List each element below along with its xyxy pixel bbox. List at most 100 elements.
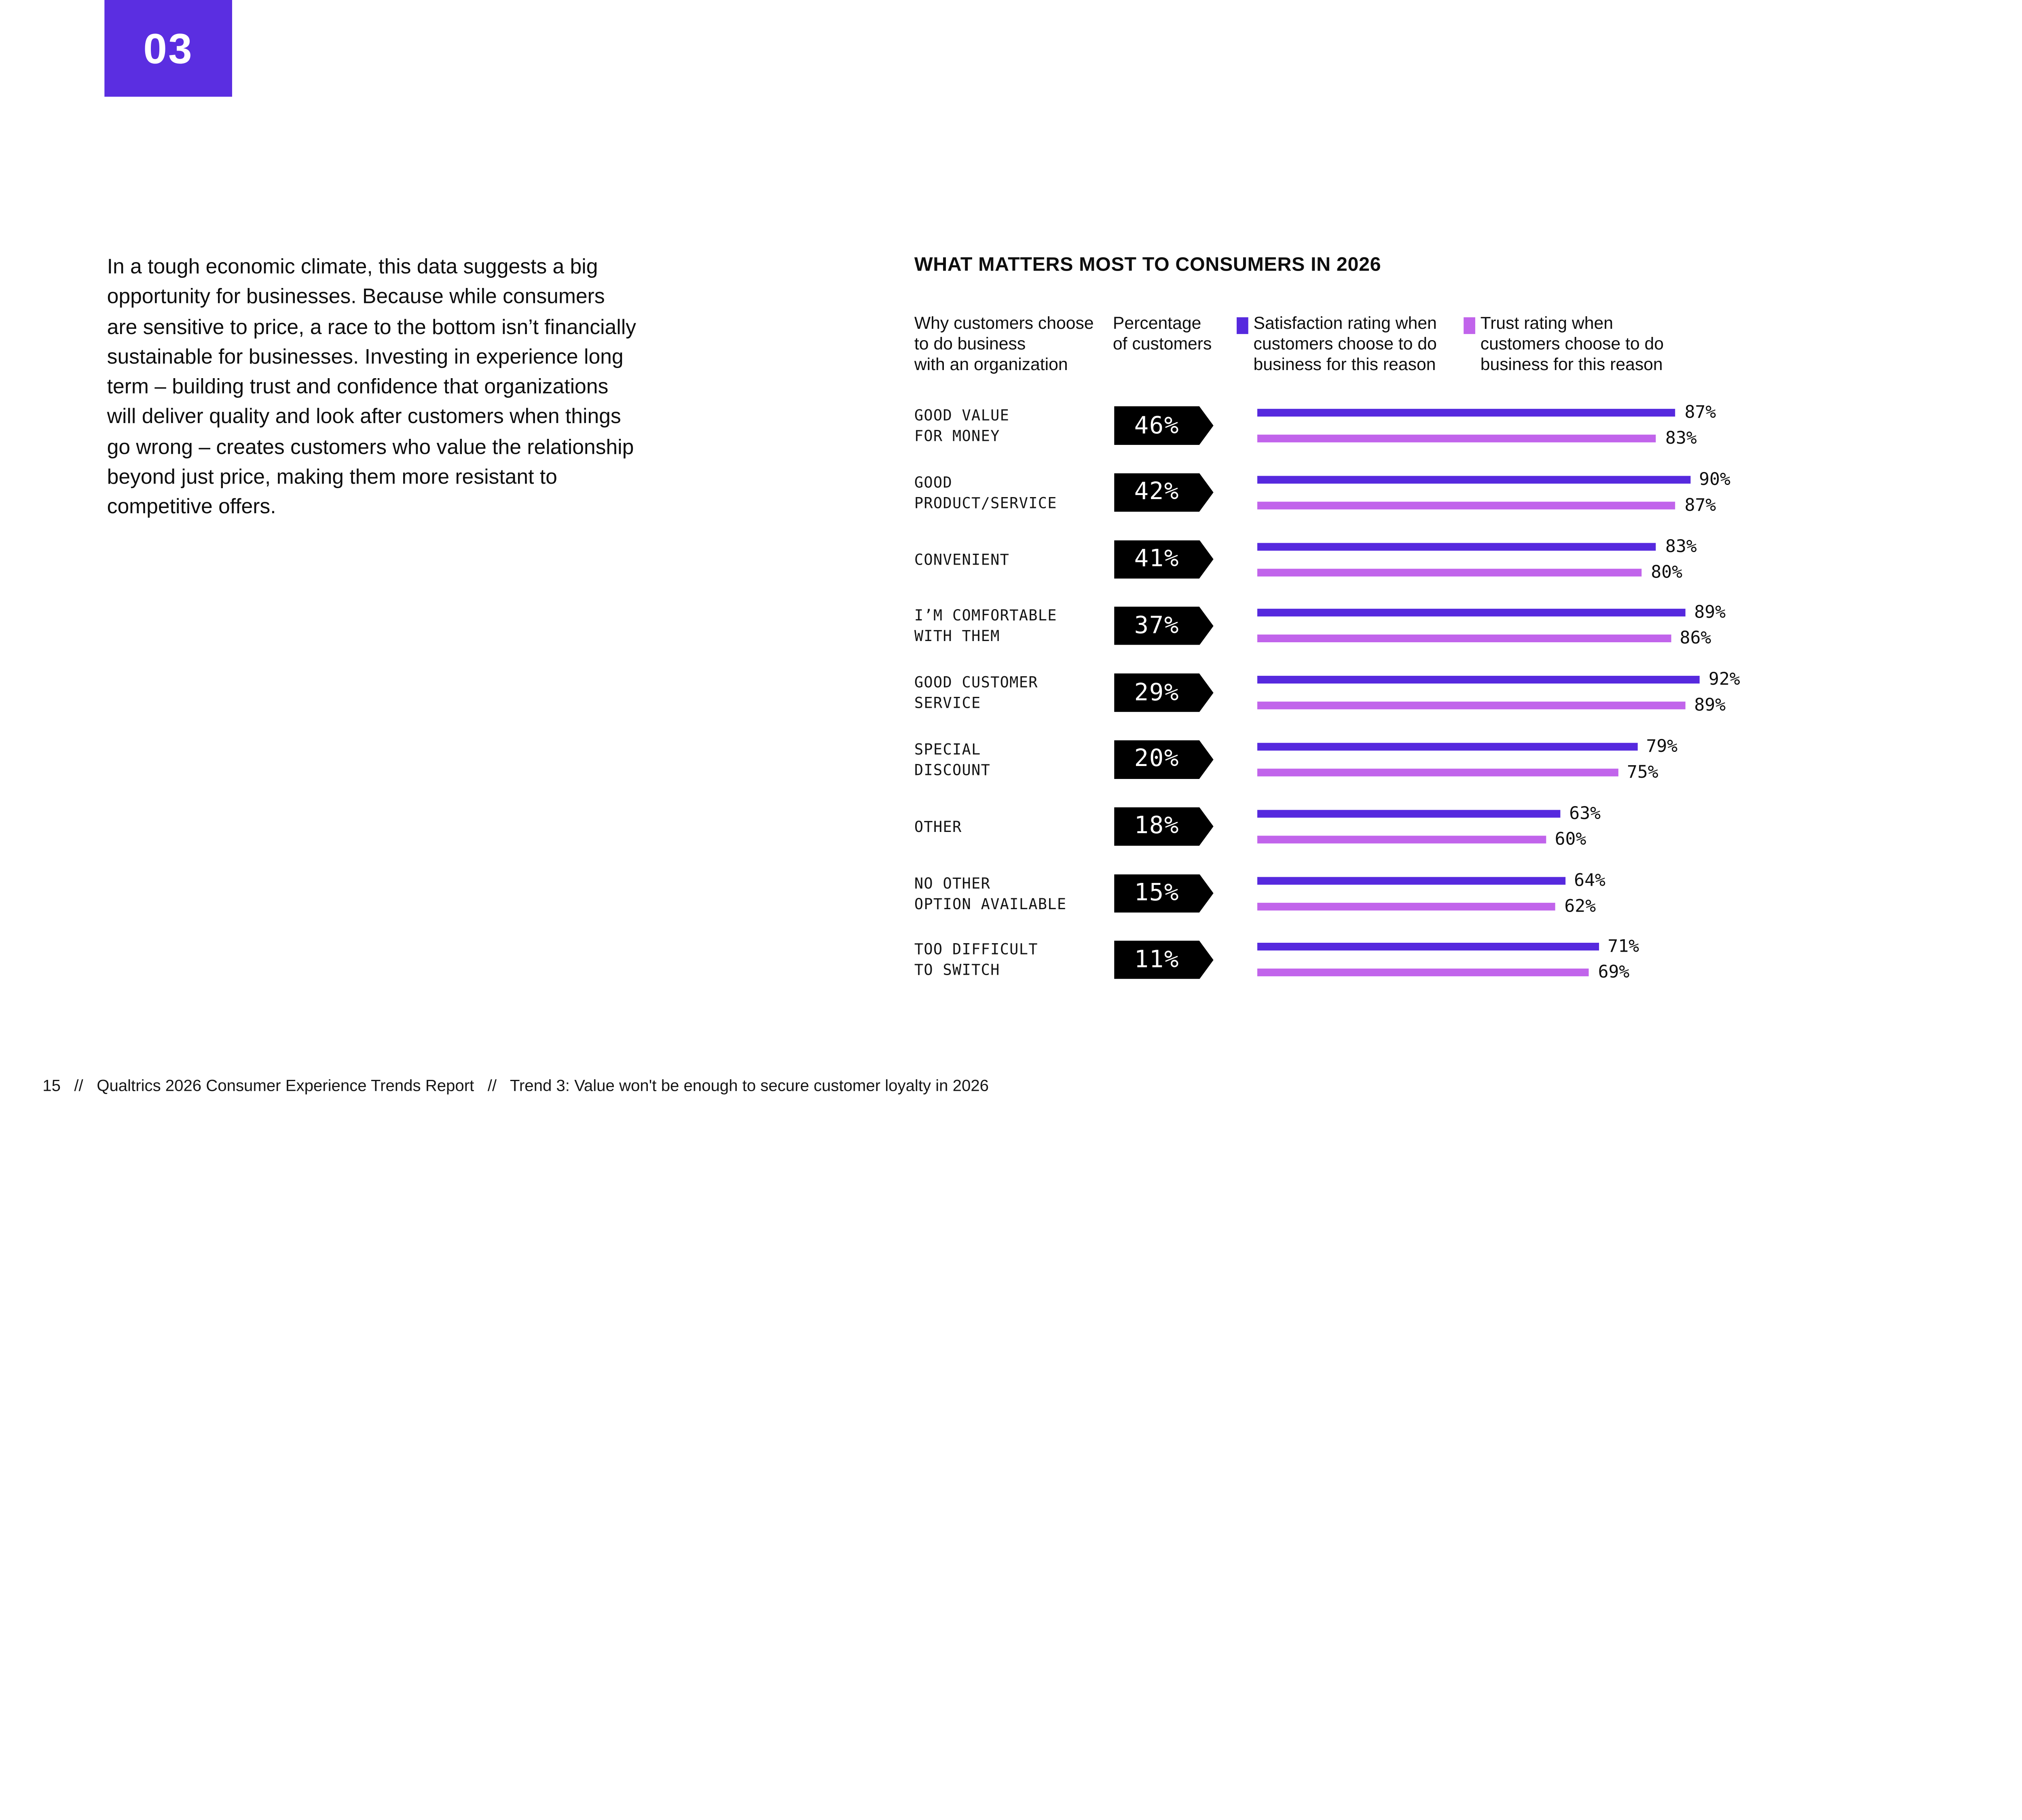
chart-row: GOOD CUSTOMER SERVICE 29% 92% 89% xyxy=(914,667,1843,719)
satisfaction-value-label: 71% xyxy=(1607,937,1639,958)
trust-value-label: 60% xyxy=(1555,829,1586,850)
percentage-value: 37% xyxy=(1134,612,1179,640)
satisfaction-bar-line: 92% xyxy=(1257,667,1843,693)
trust-value-label: 75% xyxy=(1626,762,1658,783)
satisfaction-bar-line: 71% xyxy=(1257,934,1843,960)
footer-separator: // xyxy=(74,1077,83,1095)
percentage-value: 18% xyxy=(1134,813,1179,840)
satisfaction-bar xyxy=(1257,609,1686,617)
category-label: CONVENIENT xyxy=(914,550,1010,568)
satisfaction-bar-line: 87% xyxy=(1257,400,1843,426)
chart-row: CONVENIENT 41% 83% 80% xyxy=(914,533,1843,585)
legend-item-satisfaction: Satisfaction rating when customers choos… xyxy=(1237,313,1437,375)
legend-label-satisfaction: Satisfaction rating when customers choos… xyxy=(1253,313,1437,374)
percentage-tag: 11% xyxy=(1114,941,1214,980)
satisfaction-swatch-icon xyxy=(1237,317,1248,334)
satisfaction-bar-line: 63% xyxy=(1257,801,1843,827)
satisfaction-value-label: 63% xyxy=(1569,803,1601,824)
satisfaction-bar-line: 90% xyxy=(1257,467,1843,493)
chart-row: TOO DIFFICULT TO SWITCH 11% 71% 69% xyxy=(914,934,1843,986)
trust-bar-line: 75% xyxy=(1257,760,1843,785)
trust-bar-line: 80% xyxy=(1257,559,1843,585)
chart-row: GOOD PRODUCT/SERVICE 42% 90% 87% xyxy=(914,467,1843,518)
footer-trend-title: Trend 3: Value won't be enough to secure… xyxy=(510,1077,989,1095)
chart-row: GOOD VALUE FOR MONEY 46% 87% 83% xyxy=(914,400,1843,452)
column-header-category: Why customers choose to do business with… xyxy=(914,313,1094,374)
footer-separator: // xyxy=(487,1077,497,1095)
percentage-value: 20% xyxy=(1134,746,1179,773)
chart-row: SPECIAL DISCOUNT 20% 79% 75% xyxy=(914,734,1843,785)
legend-label-trust: Trust rating when customers choose to do… xyxy=(1480,313,1664,374)
percentage-tag: 37% xyxy=(1114,607,1214,645)
satisfaction-value-label: 92% xyxy=(1709,669,1740,690)
bar-group: 71% 69% xyxy=(1257,934,1843,986)
bar-group: 87% 83% xyxy=(1257,400,1843,452)
trust-bar xyxy=(1257,768,1618,777)
trust-value-label: 69% xyxy=(1598,963,1630,984)
percentage-tag: 20% xyxy=(1114,740,1214,779)
chart: WHAT MATTERS MOST TO CONSUMERS IN 2026 W… xyxy=(914,254,1843,983)
percentage-value: 11% xyxy=(1134,946,1179,974)
satisfaction-bar xyxy=(1257,408,1676,417)
percentage-tag: 18% xyxy=(1114,807,1214,846)
satisfaction-value-label: 64% xyxy=(1574,870,1605,891)
trust-bar-line: 89% xyxy=(1257,693,1843,719)
satisfaction-bar xyxy=(1257,542,1656,550)
percentage-tag: 15% xyxy=(1114,874,1214,913)
satisfaction-bar-line: 79% xyxy=(1257,734,1843,760)
bar-group: 79% 75% xyxy=(1257,734,1843,785)
trust-bar xyxy=(1257,501,1676,509)
satisfaction-bar-line: 89% xyxy=(1257,600,1843,626)
trust-value-label: 62% xyxy=(1564,895,1596,916)
report-page: 03 In a tough economic climate, this dat… xyxy=(42,0,1843,1095)
satisfaction-value-label: 79% xyxy=(1646,736,1678,757)
percentage-tag: 42% xyxy=(1114,473,1214,512)
bar-group: 90% 87% xyxy=(1257,467,1843,518)
chapter-badge: 03 xyxy=(104,0,232,97)
satisfaction-bar-line: 64% xyxy=(1257,868,1843,893)
percentage-tag: 46% xyxy=(1114,406,1214,445)
chart-title: WHAT MATTERS MOST TO CONSUMERS IN 2026 xyxy=(914,254,1381,276)
satisfaction-bar xyxy=(1257,876,1565,885)
percentage-value: 41% xyxy=(1134,546,1179,573)
bar-group: 64% 62% xyxy=(1257,868,1843,919)
trust-value-label: 80% xyxy=(1651,562,1683,583)
percentage-value: 15% xyxy=(1134,879,1179,907)
bar-group: 83% 80% xyxy=(1257,533,1843,585)
trust-bar xyxy=(1257,902,1556,910)
category-label: NO OTHER OPTION AVAILABLE xyxy=(914,874,1067,913)
chart-rows: GOOD VALUE FOR MONEY 46% 87% 83% GOOD PRODUC… xyxy=(914,400,1843,1001)
trust-bar xyxy=(1257,568,1642,576)
bar-group: 63% 60% xyxy=(1257,801,1843,853)
trust-bar xyxy=(1257,702,1686,710)
trust-swatch-icon xyxy=(1464,317,1475,334)
percentage-tag: 41% xyxy=(1114,540,1214,579)
trust-bar-line: 87% xyxy=(1257,492,1843,518)
trust-bar-line: 69% xyxy=(1257,960,1843,986)
bar-group: 89% 86% xyxy=(1257,600,1843,652)
category-label: OTHER xyxy=(914,817,962,836)
category-label: SPECIAL DISCOUNT xyxy=(914,740,991,779)
category-label: I’M COMFORTABLE WITH THEM xyxy=(914,606,1057,645)
trust-bar-line: 86% xyxy=(1257,626,1843,652)
satisfaction-value-label: 89% xyxy=(1694,603,1726,624)
trust-bar-line: 60% xyxy=(1257,826,1843,852)
bar-group: 92% 89% xyxy=(1257,667,1843,719)
satisfaction-bar xyxy=(1257,676,1700,684)
trust-bar xyxy=(1257,635,1671,643)
chapter-number: 03 xyxy=(143,23,193,72)
percentage-value: 46% xyxy=(1134,412,1179,439)
percentage-tag: 29% xyxy=(1114,673,1214,712)
satisfaction-bar-line: 83% xyxy=(1257,533,1843,559)
trust-bar xyxy=(1257,434,1656,442)
footer-page-number: 15 xyxy=(42,1077,61,1095)
satisfaction-value-label: 90% xyxy=(1699,469,1731,490)
category-label: GOOD VALUE FOR MONEY xyxy=(914,406,1010,445)
trust-bar xyxy=(1257,969,1589,977)
legend-item-trust: Trust rating when customers choose to do… xyxy=(1464,313,1664,375)
percentage-value: 29% xyxy=(1134,679,1179,707)
satisfaction-bar xyxy=(1257,809,1560,817)
trust-value-label: 83% xyxy=(1665,428,1697,449)
footer-report-title: Qualtrics 2026 Consumer Experience Trend… xyxy=(97,1077,474,1095)
satisfaction-value-label: 83% xyxy=(1665,536,1697,557)
